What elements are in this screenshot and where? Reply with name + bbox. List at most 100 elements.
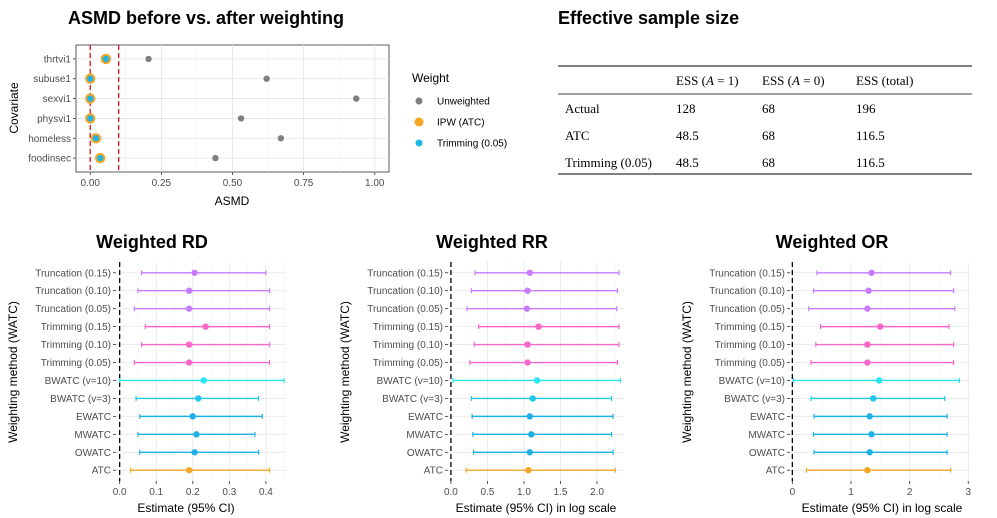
x-tick-label: 3 — [965, 487, 971, 498]
estimate-point — [191, 449, 198, 456]
or-y-ticks: Truncation (0.15) Truncation (0.10) Trunca… — [709, 268, 790, 477]
x-tick-label: 1 — [848, 487, 854, 498]
y-tick-label: EWATC — [76, 412, 111, 423]
table-cell: 68 — [762, 128, 775, 143]
y-tick-label: Truncation (0.15) — [709, 268, 785, 279]
estimate-point — [524, 341, 531, 348]
asmd-point-2 — [96, 154, 104, 162]
asmd-point-2 — [87, 115, 94, 122]
asmd-point-0 — [212, 154, 219, 162]
estimate-point — [535, 323, 542, 330]
y-tick-label: MWATC — [74, 430, 111, 441]
rr-intervals — [452, 269, 621, 474]
estimate-point — [185, 341, 193, 348]
y-tick-label: BWATC (v=10) — [377, 376, 443, 387]
rr-title: Weighted RR — [436, 232, 548, 252]
rr-x-ticks: 0.0 0.5 1.0 1.5 2.0 — [444, 481, 604, 498]
y-tick-label: Truncation (0.05) — [35, 304, 111, 315]
y-tick-label: Truncation (0.15) — [367, 268, 443, 279]
asmd-legend: Weight Unweighted IPW (ATC) Trimming (0.05… — [412, 71, 507, 150]
estimate-point — [524, 287, 531, 294]
y-tick-label: OWATC — [407, 448, 443, 459]
y-tick-label: Truncation (0.15) — [35, 268, 111, 279]
legend-swatch — [414, 117, 424, 127]
y-tick-label: BWATC (v=10) — [45, 376, 111, 387]
y-tick-label: Trimming (0.15) — [715, 322, 785, 333]
y-tick-label: OWATC — [749, 448, 785, 459]
x-tick-label: 0.0 — [113, 487, 127, 498]
table-header-cell: ESS (A = 1) — [676, 73, 739, 88]
estimate-point — [870, 395, 877, 402]
legend-swatch — [415, 97, 423, 105]
asmd-point-0 — [263, 75, 270, 82]
table-cell: 128 — [676, 101, 696, 116]
y-tick-label: Trimming (0.05) — [41, 358, 111, 369]
asmd-y-label: Covariate — [7, 82, 21, 134]
table-cell: 116.5 — [856, 128, 885, 143]
table-body: Actual 128 68 196 ATC 48.5 68 116.5 Trimming (0.… — [565, 101, 885, 170]
or-title: Weighted OR — [776, 232, 889, 252]
estimate-point — [523, 305, 531, 312]
or-intervals — [792, 269, 961, 474]
x-tick-label: 0.00 — [80, 178, 100, 189]
table-header: ESS (A = 1) ESS (A = 0) ESS (total) — [676, 73, 913, 88]
y-tick-label: BWATC (v=10) — [719, 376, 785, 387]
y-tick-label: MWATC — [748, 430, 785, 441]
y-tick-label: foodinsec — [28, 154, 71, 165]
estimate-point — [200, 377, 207, 384]
estimate-point — [865, 287, 872, 294]
asmd-point-2 — [102, 55, 110, 63]
rd-y-ticks: Truncation (0.15) Truncation (0.10) Trunca… — [35, 268, 116, 477]
x-tick-label: 0.2 — [186, 487, 200, 498]
estimate-point — [864, 305, 871, 312]
table-cell: 116.5 — [856, 155, 885, 170]
asmd-x-ticks: 0.00 0.25 0.50 0.75 1.00 — [80, 172, 385, 189]
x-tick-label: 1.5 — [554, 487, 568, 498]
estimate-point — [866, 449, 873, 456]
x-tick-label: 0.50 — [223, 178, 243, 189]
y-tick-label: ATC — [92, 466, 111, 477]
estimate-point — [185, 359, 193, 366]
table-header-cell: ESS (total) — [856, 73, 913, 88]
y-tick-label: Trimming (0.05) — [373, 358, 443, 369]
estimate-point — [528, 431, 535, 438]
estimate-point — [864, 359, 871, 366]
rd-title: Weighted RD — [96, 232, 208, 252]
table-cell: 196 — [856, 101, 876, 116]
x-tick-label: 0.25 — [152, 178, 172, 189]
asmd-title: ASMD before vs. after weighting — [68, 8, 344, 28]
x-tick-label: 0.75 — [294, 178, 314, 189]
estimate-point — [533, 377, 541, 384]
legend-label: IPW (ATC) — [437, 118, 485, 129]
rr-panel — [448, 262, 624, 481]
x-tick-label: 0.0 — [444, 487, 458, 498]
y-tick-label: MWATC — [406, 430, 443, 441]
legend-label: Trimming (0.05) — [437, 139, 507, 150]
x-tick-label: 0.3 — [222, 487, 236, 498]
asmd-point-0 — [237, 115, 245, 122]
estimate-point — [185, 467, 193, 474]
or-y-label: Weighting method (WATC) — [680, 301, 694, 443]
estimate-point — [864, 341, 871, 348]
rr-x-label: Estimate (95% CI) in log scale — [456, 501, 617, 515]
y-tick-label: Trimming (0.10) — [41, 340, 111, 351]
legend-swatch — [415, 139, 423, 147]
estimate-point — [864, 467, 871, 474]
table-cell: 68 — [762, 155, 775, 170]
asmd-point-2 — [92, 135, 100, 142]
estimate-point — [185, 305, 193, 312]
x-tick-label: 0.4 — [259, 487, 273, 498]
asmd-point-2 — [87, 95, 94, 102]
ess-title: Effective sample size — [558, 8, 739, 28]
table-cell: 68 — [762, 101, 775, 116]
y-tick-label: Truncation (0.05) — [709, 304, 785, 315]
legend-label: Unweighted — [437, 97, 490, 108]
y-tick-label: Truncation (0.10) — [35, 286, 111, 297]
asmd-point-2 — [87, 75, 94, 82]
estimate-point — [526, 449, 533, 456]
asmd-x-label: ASMD — [215, 194, 250, 208]
rr-y-ticks: Truncation (0.15) Truncation (0.10) Trunca… — [367, 268, 448, 477]
asmd-gridlines — [76, 45, 389, 172]
y-tick-label: ATC — [766, 466, 785, 477]
